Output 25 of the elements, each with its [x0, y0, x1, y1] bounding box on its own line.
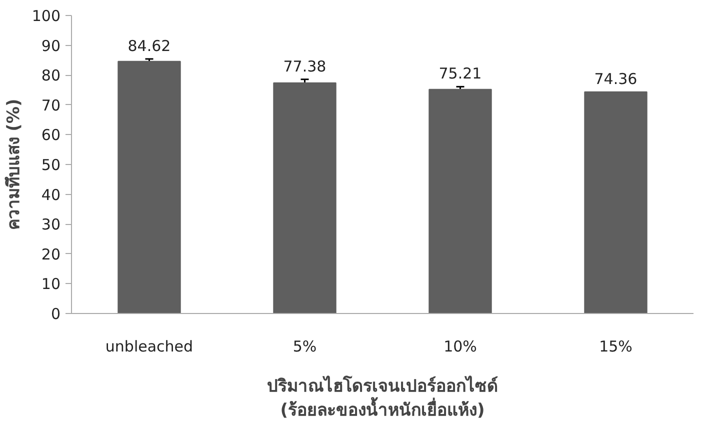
data-label: 77.38 [283, 57, 326, 76]
x-tick-label: 15% [599, 338, 632, 356]
bar [273, 82, 336, 314]
data-label: 75.21 [438, 64, 482, 83]
y-tick-label: 30 [41, 216, 61, 234]
y-tick-label: 10 [41, 275, 61, 294]
bar [584, 91, 648, 314]
y-tick-label: 100 [32, 7, 61, 25]
y-tick-label: 40 [41, 186, 61, 204]
x-axis-title: ปริมาณไฮโดรเจนเปอร์ออกไซด์ (ร้อยละของน้ำหนักเยื่อแห้ง) [267, 376, 498, 420]
y-tick-label: 90 [41, 36, 61, 55]
y-tick-label: 20 [41, 245, 61, 264]
x-tick-label: 10% [444, 338, 477, 356]
x-tick-label: 5% [292, 338, 317, 356]
y-tick-label: 0 [50, 305, 61, 323]
y-tick-label: 50 [41, 156, 61, 174]
data-label: 84.62 [128, 36, 171, 55]
bar [118, 60, 181, 314]
data-label: 74.36 [594, 70, 638, 88]
y-tick-label: 60 [41, 126, 61, 144]
y-axis-title: ความทึบแสง (%) [4, 98, 24, 230]
y-tick-label: 80 [41, 66, 61, 85]
x-tick-label: unbleached [105, 338, 194, 356]
y-tick-label: 70 [41, 96, 61, 114]
bar [428, 88, 492, 314]
